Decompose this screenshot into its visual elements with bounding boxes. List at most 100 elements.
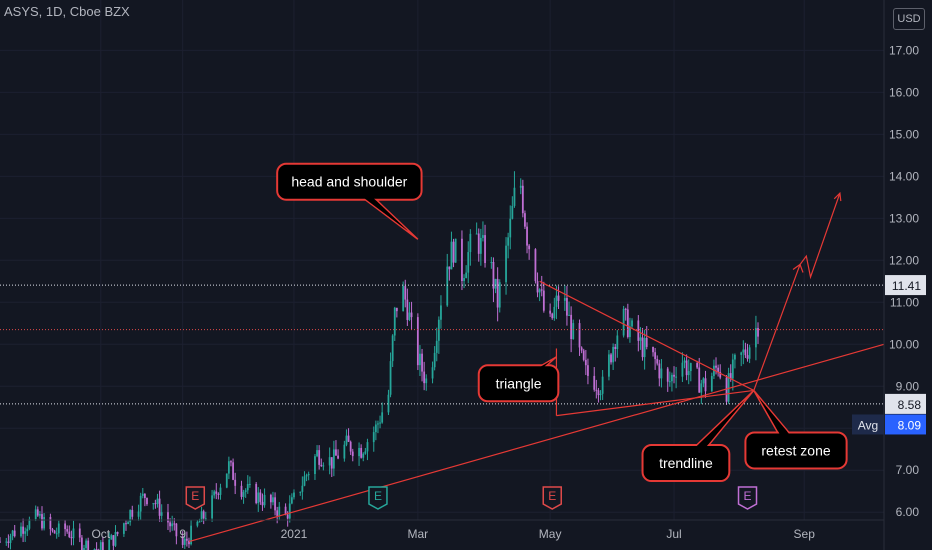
annotations: head and shoulder triangle trendline retest… — [276, 162, 848, 483]
candle-body — [469, 233, 472, 253]
candle-body — [601, 376, 604, 394]
candle-body — [137, 511, 140, 517]
candle-body — [257, 492, 260, 504]
candle-body — [448, 266, 451, 270]
candle-body — [700, 383, 703, 393]
candle-body — [734, 354, 736, 360]
candle-body — [198, 521, 201, 523]
candle-body — [584, 359, 587, 366]
candle-body — [578, 323, 581, 348]
candle-body — [330, 457, 333, 469]
candle-body — [322, 465, 325, 467]
candle-body — [377, 423, 379, 425]
candle-body — [351, 451, 354, 457]
candle-body — [570, 314, 573, 340]
candle-body — [38, 514, 41, 516]
callout-pointer-fill — [678, 401, 744, 464]
candle-body — [727, 373, 730, 402]
candle-body — [152, 503, 155, 505]
candle-body — [526, 226, 528, 246]
candle-body — [173, 523, 176, 525]
candle-body — [246, 483, 249, 491]
candle-body — [687, 371, 690, 376]
candle-body — [492, 261, 495, 289]
candle-body — [307, 474, 310, 476]
candle-body — [211, 495, 213, 519]
candle-body — [482, 235, 484, 238]
candle-body — [536, 281, 539, 293]
candles — [0, 171, 759, 550]
candle-body — [5, 541, 8, 543]
candle-body — [542, 290, 545, 311]
candle-body — [202, 511, 205, 519]
candle-body — [219, 487, 222, 495]
candle-body — [654, 352, 657, 360]
candle-body — [729, 373, 732, 379]
candle-body — [51, 529, 54, 531]
candle-body — [490, 261, 493, 264]
candle-body — [110, 535, 113, 540]
candle-body — [66, 529, 69, 532]
candle-body — [408, 312, 411, 320]
x-tick-label: Sep — [794, 527, 816, 541]
candle-body — [11, 530, 14, 537]
earnings-label: E — [548, 489, 556, 503]
candle-body — [494, 278, 497, 289]
candle-body — [450, 241, 453, 270]
candle-body — [41, 514, 43, 529]
currency-button[interactable]: USD — [893, 8, 925, 30]
candle-body — [318, 450, 321, 465]
candle-body — [259, 492, 262, 502]
candle-body — [521, 185, 524, 214]
candle-body — [129, 510, 132, 523]
candle-body — [64, 523, 66, 530]
candle-body — [303, 476, 306, 486]
candle-body — [484, 235, 486, 264]
x-tick-label: 2021 — [281, 527, 308, 541]
time-axis[interactable]: Oct 9 2021 Mar May Jul Sep — [0, 519, 884, 541]
callout-label: retest zone — [761, 442, 830, 458]
candle-body — [742, 349, 745, 353]
earnings-marker — [368, 486, 388, 510]
price-badge — [885, 393, 926, 414]
candle-body — [612, 346, 615, 363]
triangle-upper-line — [539, 280, 755, 391]
candle-body — [496, 278, 499, 308]
candle-body — [36, 509, 39, 516]
candle-body — [305, 475, 308, 477]
avg-badge-tag — [852, 414, 884, 435]
candle-body — [343, 444, 346, 459]
candle-body — [587, 365, 589, 376]
callout-label: trendline — [659, 455, 713, 471]
candle-body — [299, 491, 302, 493]
candle-body — [70, 536, 73, 539]
avg-badge — [885, 414, 926, 435]
candle-body — [528, 245, 531, 250]
candle-body — [240, 485, 243, 497]
candle-body — [551, 313, 554, 319]
candle-body — [656, 359, 659, 364]
candle-body — [293, 492, 295, 498]
candle-body — [160, 512, 163, 516]
candle-body — [112, 535, 115, 546]
candle-body — [549, 310, 552, 314]
candle-body — [274, 497, 276, 511]
callout-pointer-fill — [511, 360, 551, 384]
candle-body — [614, 346, 617, 350]
projection-arrowhead — [833, 191, 842, 202]
candle-body — [263, 494, 266, 506]
candle-body — [582, 350, 585, 360]
candle-body — [641, 337, 644, 358]
earnings-marker — [542, 486, 562, 510]
candle-body — [431, 367, 434, 379]
candle-body — [269, 494, 272, 503]
candle-body — [141, 493, 144, 496]
candle-body — [505, 245, 507, 283]
candle-body — [125, 523, 127, 525]
candle-body — [440, 305, 442, 320]
y-tick-label: 15.00 — [889, 127, 919, 141]
candle-body — [395, 307, 398, 312]
candle-body — [175, 523, 178, 537]
candle-body — [68, 531, 71, 537]
